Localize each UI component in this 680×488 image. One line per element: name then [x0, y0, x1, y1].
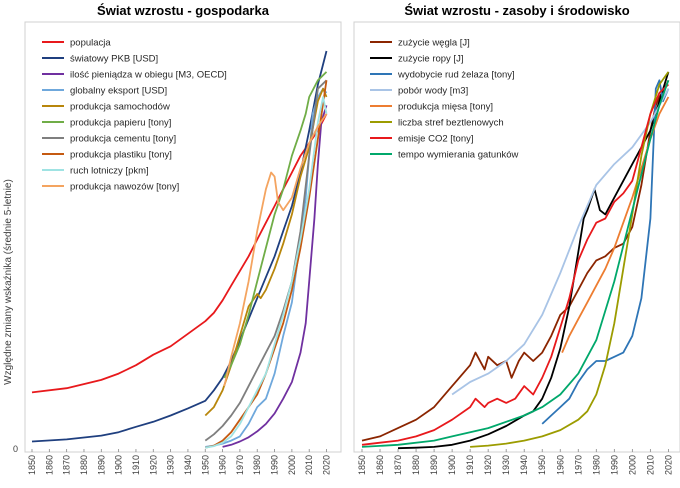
resources-legend-label-wydobycie-rud-zelaza-tony: wydobycie rud żelaza [tony] — [397, 70, 515, 81]
resources-x-tick-label-1880: 1880 — [411, 455, 421, 475]
resources-legend: zużycie węgla [J] zużycie ropy [J] wydobyc… — [370, 38, 519, 161]
economy-legend: populacja światowy PKB [USD] ilość pieniąd… — [42, 38, 227, 193]
economy-x-tick-label-1880: 1880 — [79, 455, 89, 475]
economy-legend-label-produkcja-cementu-tony: produkcja cementu [tony] — [70, 134, 176, 145]
economy-series-globalny-eksport-usd — [205, 87, 328, 448]
economy-x-tick-label-1910: 1910 — [131, 455, 141, 475]
economy-x-tick-label-1870: 1870 — [62, 455, 72, 475]
economy-x-tick-label-1850: 1850 — [27, 455, 37, 475]
resources-x-tick-label-2020: 2020 — [663, 455, 673, 475]
resources-x-tick-label-1850: 1850 — [357, 455, 367, 475]
resources-x-tick-label-1980: 1980 — [591, 455, 601, 475]
economy-series-lines — [31, 50, 328, 449]
economy-x-tick-label-1960: 1960 — [218, 455, 228, 475]
resources-x-tick-label-1860: 1860 — [375, 455, 385, 475]
resources-x-tick-label-1910: 1910 — [465, 455, 475, 475]
economy-x-tick-label-2010: 2010 — [304, 455, 314, 475]
resources-legend-label-emisje-co2-tony: emisje CO2 [tony] — [398, 134, 474, 145]
economy-legend-label-produkcja-papieru-tony: produkcja papieru [tony] — [70, 118, 171, 129]
resources-x-tick-label-1920: 1920 — [483, 455, 493, 475]
economy-plot-frame — [24, 21, 342, 453]
resources-x-axis: 1850 1860 1870 1880 1890 1900 1910 1920 1930 1940… — [357, 449, 673, 475]
economy-legend-label-globalny-eksport-usd: globalny eksport [USD] — [70, 86, 167, 97]
resources-legend-label-produkcja-miesa-tony: produkcja mięsa [tony] — [398, 102, 493, 113]
economy-x-tick-label-1940: 1940 — [183, 455, 193, 475]
y-axis-label: Względne zmiany wskaźnika (średnie 5-let… — [3, 179, 14, 385]
economy-legend-label-ilosc-pieniadza-w-obiegu-m3-oecd: ilość pieniądza w obiegu [M3, OECD] — [70, 70, 227, 81]
economy-x-tick-label-1860: 1860 — [44, 455, 54, 475]
economy-x-tick-label-1920: 1920 — [148, 455, 158, 475]
resources-x-tick-label-1950: 1950 — [537, 455, 547, 475]
economy-x-tick-label-1980: 1980 — [252, 455, 262, 475]
resources-legend-label-zuzycie-wegla-j: zużycie węgla [J] — [398, 38, 470, 49]
resources-x-tick-label-1990: 1990 — [609, 455, 619, 475]
resources-x-tick-label-1930: 1930 — [501, 455, 511, 475]
resources-legend-label-tempo-wymierania-gatunkow: tempo wymierania gatunków — [398, 150, 519, 161]
economy-x-tick-label-2000: 2000 — [287, 455, 297, 475]
economy-x-tick-label-1890: 1890 — [96, 455, 106, 475]
economy-legend-label-ruch-lotniczy-pkm: ruch lotniczy [pkm] — [70, 166, 149, 177]
economy-chart-title: Świat wzrostu - gospodarka — [97, 3, 270, 18]
economy-chart-panel: Świat wzrostu - gospodarka 1850 1860 1870 1… — [13, 3, 342, 475]
resources-x-tick-label-1940: 1940 — [519, 455, 529, 475]
economy-legend-label-produkcja-nawozow-tony: produkcja nawozów [tony] — [70, 182, 179, 193]
economy-x-axis: 1850 1860 1870 1880 1890 1900 1910 1920 1930 1940… — [13, 444, 332, 475]
resources-x-tick-label-1970: 1970 — [573, 455, 583, 475]
resources-legend-label-liczba-stref-beztlenowych: liczba stref beztlenowych — [398, 118, 504, 129]
economy-x-tick-label-2020: 2020 — [322, 455, 332, 475]
resources-x-tick-label-1870: 1870 — [393, 455, 403, 475]
economy-series-ruch-lotniczy-pkm — [205, 96, 328, 449]
resources-series-emisje-co2-tony — [361, 83, 670, 446]
economy-series-ilosc-pieniadza-w-obiegu-m3-oecd — [222, 105, 328, 448]
economy-x-tick-label-1900: 1900 — [114, 455, 124, 475]
resources-legend-label-zuzycie-ropy-j: zużycie ropy [J] — [398, 54, 463, 65]
resources-x-tick-label-1900: 1900 — [447, 455, 457, 475]
resources-series-liczba-stref-beztlenowych — [470, 71, 670, 448]
resources-series-tempo-wymierania-gatunkow — [361, 79, 670, 448]
economy-legend-label-populacja: populacja — [70, 38, 111, 49]
resources-chart-title: Świat wzrostu - zasoby i środowisko — [404, 3, 629, 18]
economy-x-tick-label-1930: 1930 — [166, 455, 176, 475]
economy-legend-label-produkcja-plastiku-tony: produkcja plastiku [tony] — [70, 150, 172, 161]
economy-series-swiatowy-pkb-usd — [31, 50, 328, 443]
economy-series-populacja — [31, 113, 328, 394]
resources-chart-panel: Świat wzrostu - zasoby i środowisko 1850… — [353, 3, 680, 475]
resources-x-tick-label-1890: 1890 — [429, 455, 439, 475]
economy-series-produkcja-cementu-tony — [204, 79, 328, 442]
resources-plot-frame — [353, 21, 680, 453]
resources-x-tick-label-2010: 2010 — [645, 455, 655, 475]
economy-x-tick-label-1990: 1990 — [270, 455, 280, 475]
economy-y-tick-label-0: 0 — [13, 444, 18, 454]
economy-x-tick-label-1970: 1970 — [235, 455, 245, 475]
economy-x-tick-label-1950: 1950 — [200, 455, 210, 475]
resources-series-lines — [361, 71, 670, 450]
resources-x-tick-label-1960: 1960 — [555, 455, 565, 475]
resources-series-zuzycie-wegla-j — [361, 79, 670, 442]
economy-legend-label-swiatowy-pkb-usd: światowy PKB [USD] — [70, 54, 158, 65]
resources-legend-label-pobor-wody-m3: pobór wody [m3] — [398, 86, 468, 97]
economy-series-produkcja-nawozow-tony — [223, 113, 328, 387]
resources-x-tick-label-2000: 2000 — [627, 455, 637, 475]
economy-legend-label-produkcja-samochodow: produkcja samochodów — [70, 102, 170, 113]
resources-series-wydobycie-rud-zelaza-tony — [541, 79, 670, 425]
